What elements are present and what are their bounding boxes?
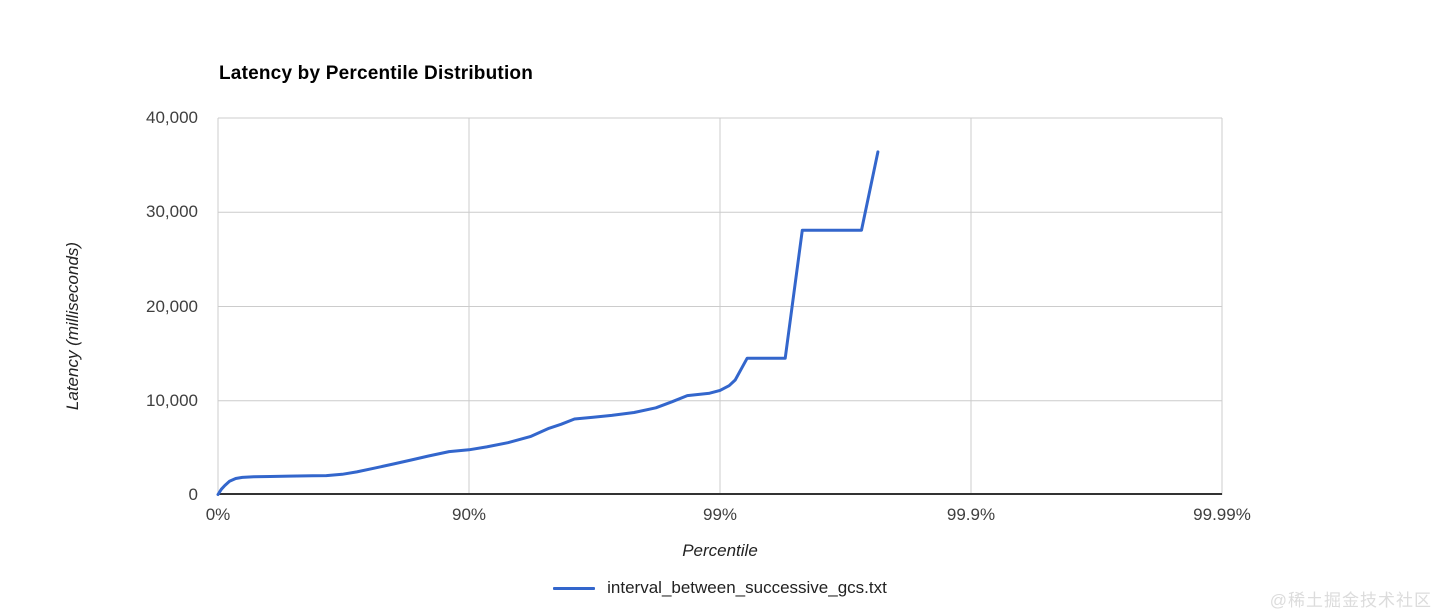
x-axis-title: Percentile — [682, 541, 758, 560]
series-line — [216, 150, 880, 496]
x-tick-label: 99.99% — [1193, 505, 1251, 524]
x-axis-ticks: 0% 90% 99% 99.9% 99.99% — [206, 504, 1251, 528]
legend-series-label: interval_between_successive_gcs.txt — [607, 578, 887, 597]
x-tick-label: 0% — [205, 505, 231, 524]
y-axis-ticks: 0 10,000 20,000 30,000 40,000 — [38, 108, 198, 504]
legend-line-swatch — [553, 586, 596, 590]
y-tick-label: 40,000 — [146, 108, 198, 127]
y-tick-label: 20,000 — [146, 296, 198, 316]
x-tick-label: 99.9% — [946, 505, 996, 524]
legend: interval_between_successive_gcs.txt — [218, 578, 1222, 598]
plot-area — [216, 117, 1223, 496]
x-tick-label: 90% — [451, 505, 487, 524]
y-tick-label: 30,000 — [146, 202, 198, 222]
y-tick-label: 0 — [188, 485, 198, 504]
watermark-text: @稀土掘金技术社区 — [1269, 591, 1432, 610]
chart-title: Latency by Percentile Distribution — [219, 63, 534, 84]
y-tick-label: 10,000 — [146, 390, 198, 410]
x-tick-label: 99% — [702, 505, 738, 524]
